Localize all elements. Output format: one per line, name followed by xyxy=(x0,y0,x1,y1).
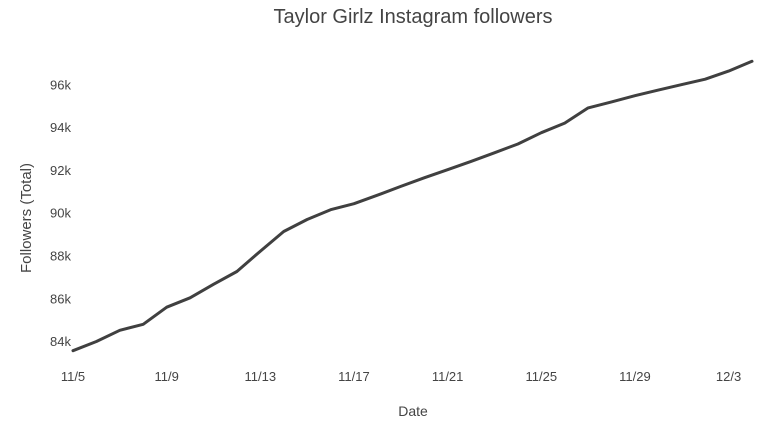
x-tick-label: 11/21 xyxy=(432,369,464,384)
x-axis-title: Date xyxy=(398,403,428,419)
x-tick-label: 12/3 xyxy=(716,369,741,384)
y-tick-label: 96k xyxy=(50,77,71,92)
x-tick-label: 11/5 xyxy=(61,369,85,384)
x-tick-label: 11/25 xyxy=(525,369,557,384)
y-tick-label: 88k xyxy=(50,248,71,263)
y-tick-label: 92k xyxy=(50,163,71,178)
chart-title: Taylor Girlz Instagram followers xyxy=(274,6,553,28)
y-tick-label: 86k xyxy=(50,291,71,306)
y-tick-label: 84k xyxy=(50,334,71,349)
series-layer xyxy=(71,59,754,353)
x-tick-label: 11/17 xyxy=(338,369,370,384)
y-axis-tick-labels: 84k 86k 88k 90k 92k 94k 96k xyxy=(50,77,71,349)
y-tick-label: 90k xyxy=(50,206,71,221)
x-tick-label: 11/29 xyxy=(619,369,651,384)
y-tick-label: 94k xyxy=(50,120,71,135)
x-tick-label: 11/9 xyxy=(154,369,178,384)
x-tick-label: 11/13 xyxy=(245,369,277,384)
series-line xyxy=(71,59,754,353)
x-axis-tick-labels: 11/5 11/9 11/13 11/17 11/21 11/25 11/29 12/3 xyxy=(61,369,741,384)
y-axis-title: Followers (Total) xyxy=(18,163,35,273)
